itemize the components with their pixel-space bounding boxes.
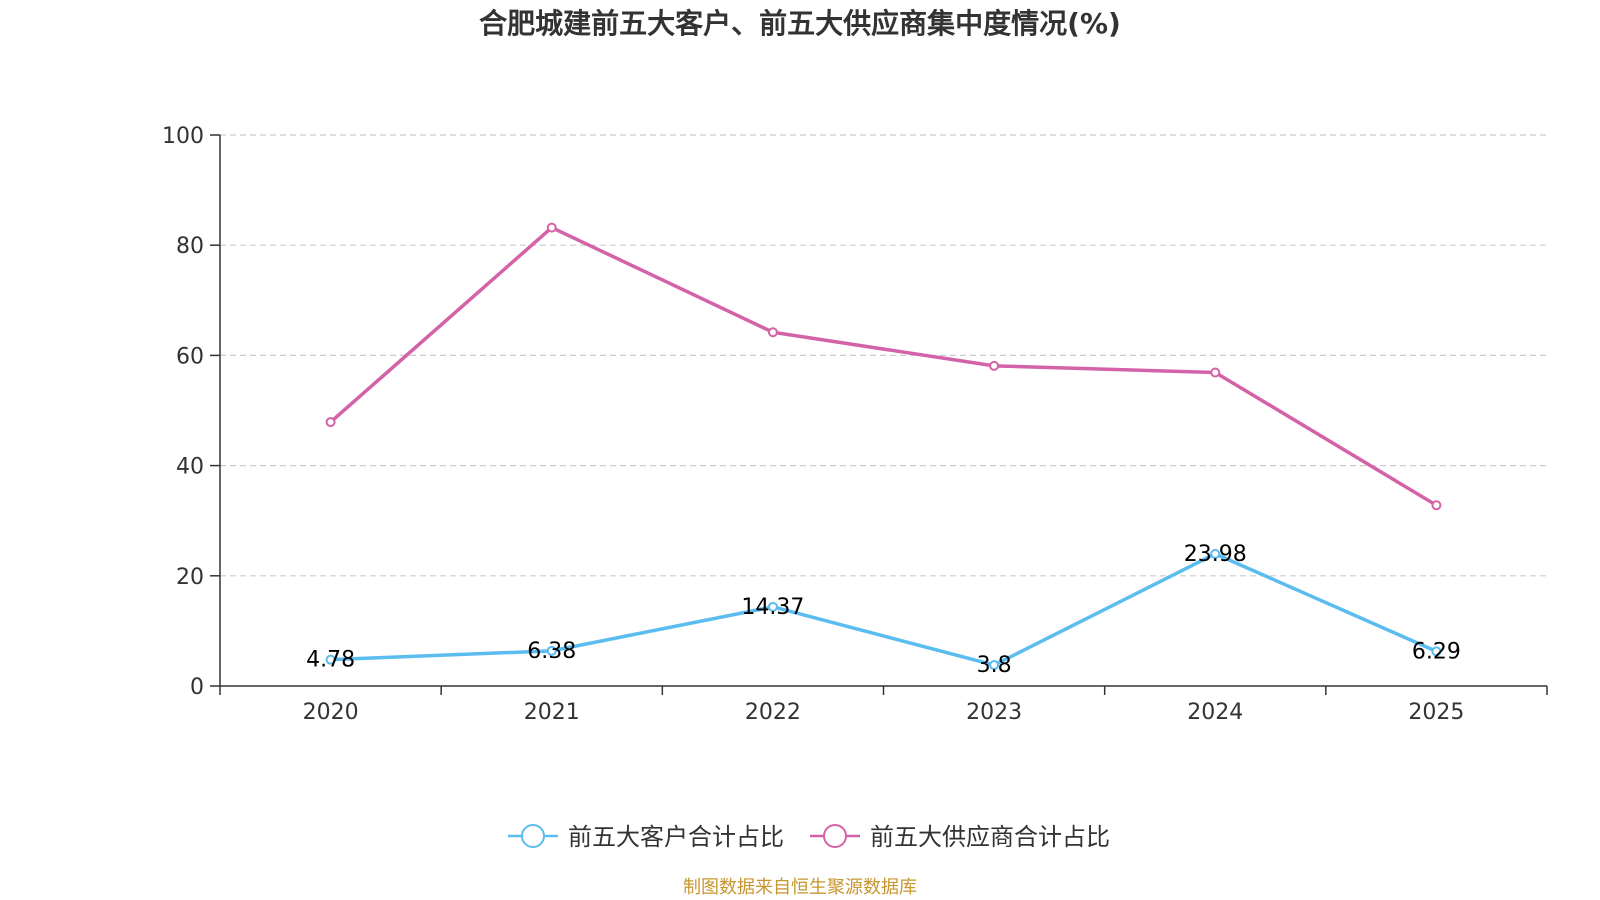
data-label: 3.8: [977, 653, 1012, 678]
chart-title: 合肥城建前五大客户、前五大供应商集中度情况(%): [479, 7, 1121, 40]
y-tick-label: 40: [176, 455, 204, 480]
data-label: 4.78: [306, 648, 355, 673]
data-point[interactable]: [1431, 500, 1442, 511]
legend-item-0[interactable]: 前五大客户合计占比: [508, 823, 784, 851]
data-label: 14.37: [741, 595, 804, 620]
x-tick-label: 2021: [524, 700, 580, 725]
series-line-0: [330, 552, 1438, 667]
data-point[interactable]: [1431, 646, 1442, 657]
data-point[interactable]: [767, 327, 778, 338]
data-point[interactable]: [767, 601, 778, 612]
source-note: 制图数据来自恒生聚源数据库: [683, 877, 917, 898]
data-label: 6.38: [527, 639, 576, 664]
gridlines: [220, 134, 1547, 577]
data-labels: 4.78 6.38 14.37 3.8 23.98 6.29: [306, 542, 1461, 678]
series-line-1: [329, 225, 1438, 507]
data-point[interactable]: [325, 654, 336, 665]
x-tick-label: 2024: [1187, 700, 1243, 725]
legend-item-1[interactable]: 前五大供应商合计占比: [810, 823, 1110, 851]
data-point[interactable]: [546, 645, 557, 656]
legend-marker-icon: [823, 824, 847, 848]
y-tick-label: 20: [176, 565, 204, 590]
data-point[interactable]: [1210, 367, 1221, 378]
y-tick-label: 100: [162, 124, 204, 149]
data-label: 6.29: [1412, 639, 1461, 664]
data-label: 23.98: [1184, 542, 1247, 567]
data-point[interactable]: [989, 660, 1000, 671]
series-lines: [325, 222, 1442, 671]
legend-marker-icon: [521, 824, 545, 848]
x-tick-label: 2025: [1408, 700, 1464, 725]
legend[interactable]: 前五大客户合计占比 前五大供应商合计占比: [508, 823, 1110, 851]
y-tick-label: 80: [176, 234, 204, 259]
x-tick-label: 2020: [303, 700, 359, 725]
data-point[interactable]: [1210, 548, 1221, 559]
legend-label: 前五大客户合计占比: [568, 823, 784, 851]
y-tick-label: 60: [176, 344, 204, 369]
x-tick-label: 2023: [966, 700, 1022, 725]
data-point[interactable]: [989, 360, 1000, 371]
legend-label: 前五大供应商合计占比: [870, 823, 1110, 851]
data-point[interactable]: [546, 222, 557, 233]
x-tick-label: 2022: [745, 700, 801, 725]
y-tick-label: 0: [190, 675, 204, 700]
data-point[interactable]: [325, 417, 336, 428]
axes: 0 20 40 60 80 100 2020 2021 2022 2023 2024 2025: [162, 124, 1548, 725]
